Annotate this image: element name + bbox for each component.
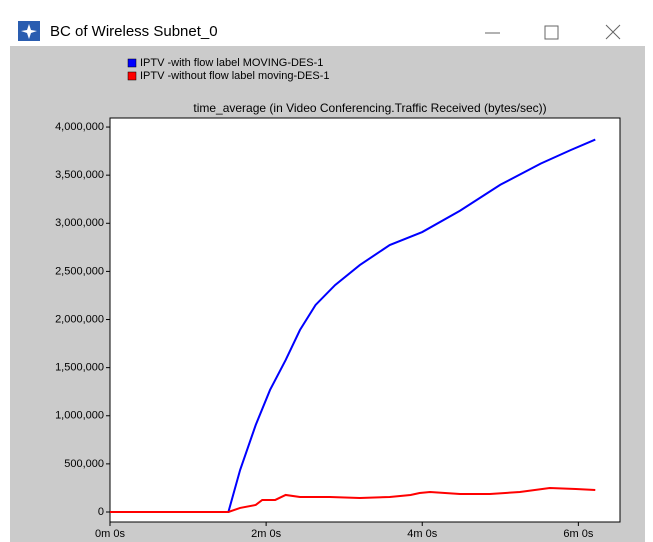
legend-label: IPTV -with flow label MOVING-DES-1 xyxy=(140,57,323,69)
close-button[interactable] xyxy=(605,24,621,40)
line-series xyxy=(110,138,596,513)
line-series xyxy=(110,487,596,513)
legend-swatch xyxy=(127,58,137,68)
plot-area xyxy=(109,117,621,523)
x-tick-label: 2m 0s xyxy=(251,528,281,540)
y-tick-label: 1,500,000 xyxy=(55,362,104,374)
y-tick-label: 0 xyxy=(98,506,104,518)
y-tick-label: 3,000,000 xyxy=(55,217,104,229)
y-tick-label: 500,000 xyxy=(64,458,104,470)
window-title: BC of Wireless Subnet_0 xyxy=(50,23,218,40)
x-tick-label: 4m 0s xyxy=(407,528,437,540)
y-tick-label: 1,000,000 xyxy=(55,410,104,422)
y-tick-label: 2,500,000 xyxy=(55,265,104,277)
y-tick-label: 3,500,000 xyxy=(55,169,104,181)
y-tick-label: 2,000,000 xyxy=(55,313,104,325)
app-icon-star xyxy=(21,24,37,39)
maximize-button[interactable] xyxy=(544,25,559,40)
x-tick-label: 6m 0s xyxy=(563,528,593,540)
chart-title: time_average (in Video Conferencing.Traf… xyxy=(193,101,546,115)
legend-swatch xyxy=(127,71,137,81)
x-tick-label: 0m 0s xyxy=(95,528,125,540)
y-tick-label: 4,000,000 xyxy=(55,121,104,133)
legend-label: IPTV -without flow label moving-DES-1 xyxy=(140,70,330,82)
